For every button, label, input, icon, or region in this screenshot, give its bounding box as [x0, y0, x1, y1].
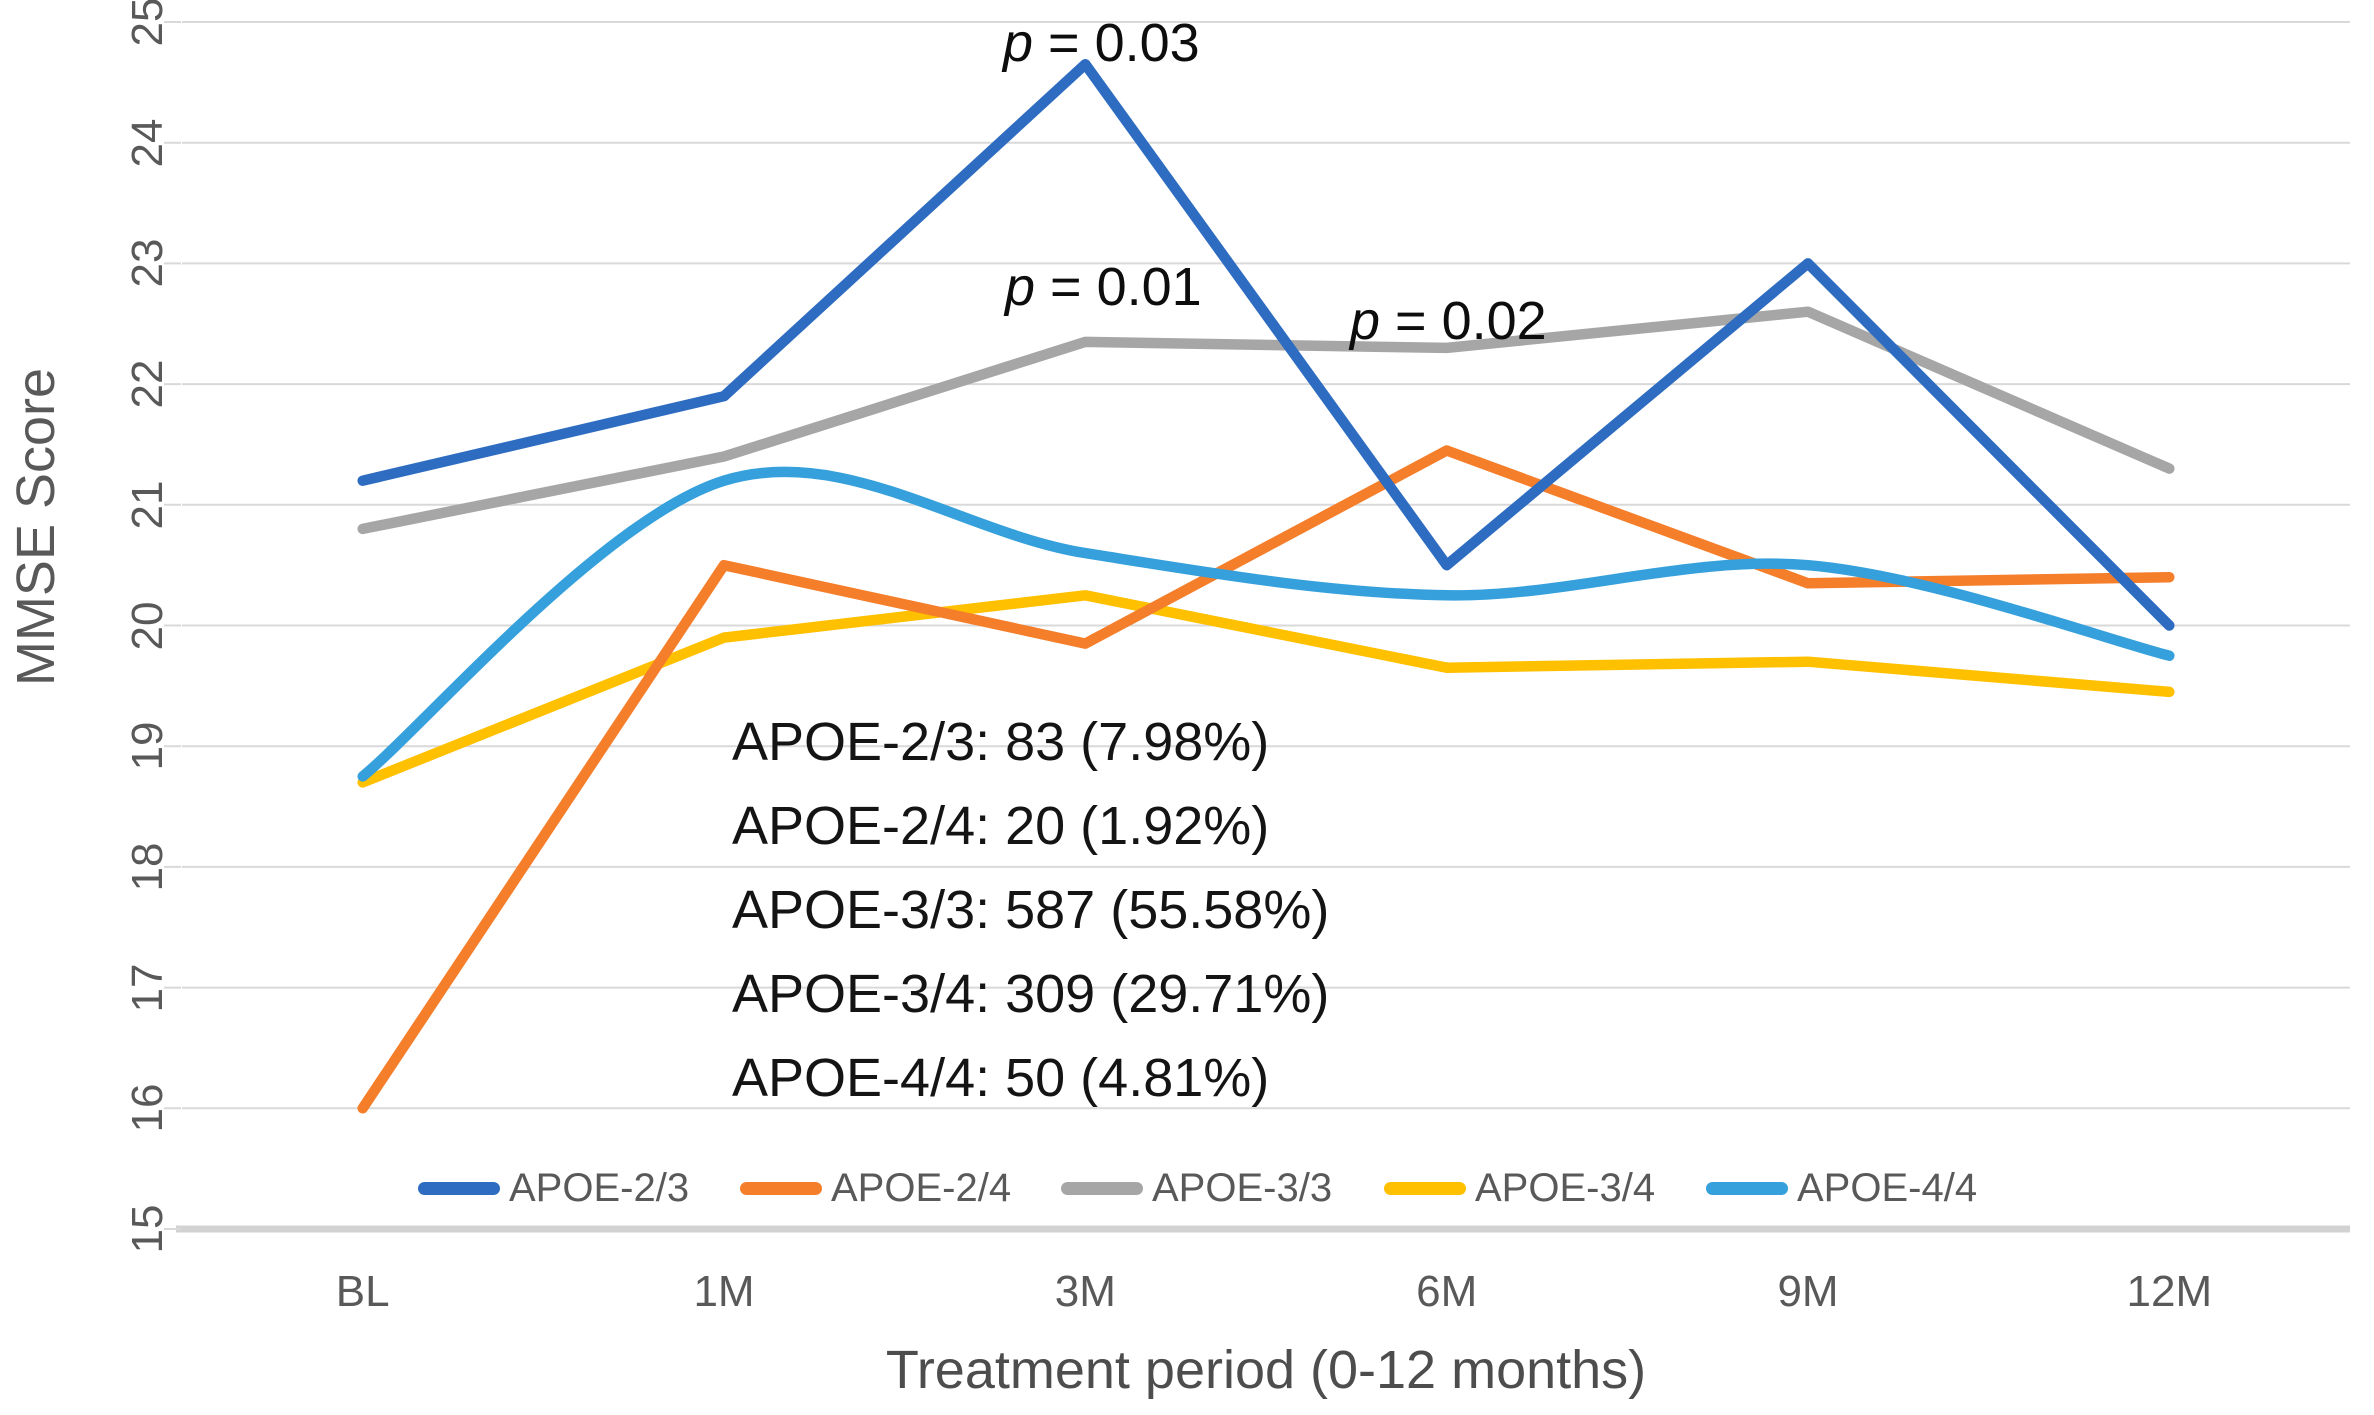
y-tick-label: 21: [123, 480, 172, 530]
x-tick-label: 12M: [2126, 1267, 2213, 1316]
series-line-apoe-4-4: [357, 466, 2175, 782]
legend-label: APOE-3/4: [1475, 1166, 1656, 1210]
legend-swatch: [418, 1181, 500, 1195]
p-value-text: = 0.02: [1380, 291, 1547, 351]
y-tick-label: 22: [123, 359, 172, 409]
legend-item-apoe-3-4: APOE-3/4: [1384, 1167, 1655, 1209]
p-symbol: p: [1003, 13, 1034, 73]
y-axis-title: MMSE Score: [6, 367, 66, 687]
genotype-count-line: APOE-2/4: 20 (1.92%): [732, 796, 1270, 856]
series-line-apoe-2-3: [357, 58, 2175, 631]
p-value-annotation: p = 0.02: [1350, 294, 1547, 348]
p-symbol: p: [1005, 257, 1036, 317]
p-value-text: = 0.01: [1035, 257, 1202, 317]
y-tick-label: 17: [123, 963, 172, 1013]
legend-label: APOE-3/3: [1152, 1166, 1333, 1210]
y-tick-label: 24: [123, 118, 172, 168]
legend-item-apoe-3-3: APOE-3/3: [1061, 1167, 1332, 1209]
y-tick-label: 18: [123, 842, 172, 892]
genotype-counts-note: APOE-2/3: 83 (7.98%) APOE-2/4: 20 (1.92%)…: [732, 700, 1329, 1120]
y-tick-label: 19: [123, 721, 172, 771]
y-tick-label: 25: [123, 0, 172, 47]
y-tick-label: 23: [123, 238, 172, 288]
legend-label: APOE-2/4: [831, 1166, 1012, 1210]
y-tick-label: 15: [123, 1204, 172, 1254]
x-tick-label: 6M: [1416, 1267, 1478, 1316]
legend-swatch: [1706, 1181, 1788, 1195]
x-tick-label: BL: [335, 1267, 390, 1316]
legend-swatch: [1384, 1181, 1466, 1195]
p-value-annotation: p = 0.03: [1003, 16, 1200, 70]
genotype-count-line: APOE-4/4: 50 (4.81%): [732, 1048, 1270, 1108]
legend-item-apoe-4-4: APOE-4/4: [1706, 1167, 1977, 1209]
legend-item-apoe-2-3: APOE-2/3: [418, 1167, 689, 1209]
genotype-count-line: APOE-2/3: 83 (7.98%): [732, 712, 1270, 772]
genotype-count-line: APOE-3/4: 309 (29.71%): [732, 964, 1330, 1024]
p-symbol: p: [1350, 291, 1381, 351]
legend-label: APOE-4/4: [1797, 1166, 1978, 1210]
legend-item-apoe-2-4: APOE-2/4: [740, 1167, 1011, 1209]
p-value-annotation: p = 0.01: [1005, 260, 1202, 314]
x-tick-label: 3M: [1054, 1267, 1116, 1316]
legend-swatch: [740, 1181, 822, 1195]
p-value-text: = 0.03: [1033, 13, 1200, 73]
series-line-apoe-2-4: [357, 445, 2175, 1114]
x-tick-label: 9M: [1777, 1267, 1839, 1316]
y-tick-label: 20: [123, 601, 172, 650]
series-line-apoe-3-3: [357, 306, 2175, 535]
x-axis-title: Treatment period (0-12 months): [885, 1340, 1647, 1400]
y-tick-label: 16: [123, 1083, 172, 1133]
legend-label: APOE-2/3: [509, 1166, 690, 1210]
legend-swatch: [1061, 1181, 1143, 1195]
x-tick-label: 1M: [693, 1267, 755, 1316]
genotype-count-line: APOE-3/3: 587 (55.58%): [732, 880, 1330, 940]
